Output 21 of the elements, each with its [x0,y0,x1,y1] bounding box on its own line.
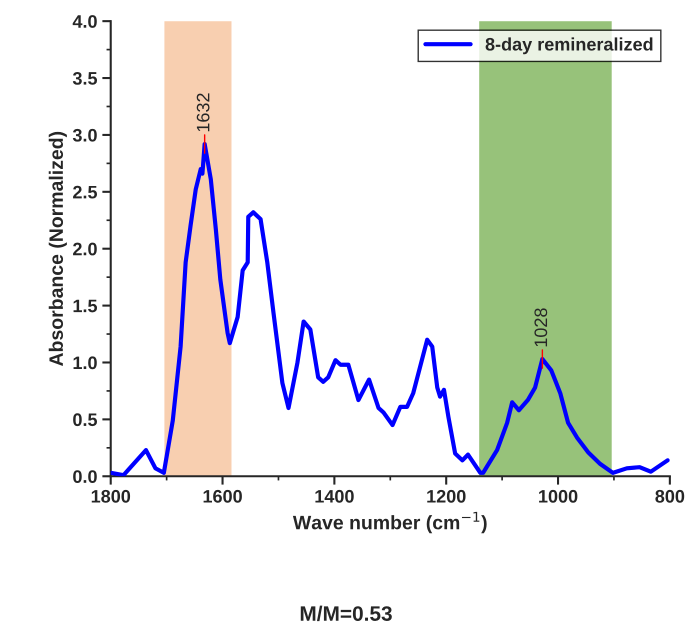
y-tick-label: 3.5 [72,72,98,85]
x-tick-label: 1200 [427,490,466,503]
y-tick-label: 1.5 [74,300,98,312]
y-axis-title: Absorbance (Normalized) [48,132,67,366]
x-tick-label: 1000 [539,490,578,503]
annotation: 1028 [534,308,548,346]
x-tick-label: 1600 [204,490,242,503]
x-tick-label: 1800 [92,490,130,503]
y-tick-label: 0.0 [73,470,97,483]
x-axis-title: Wave number (cm$^{−1}$) [292,512,487,534]
y-tick-label: 2.0 [73,242,97,256]
x-tick-label: 800 [655,490,684,503]
y-tick-label: 1.0 [74,356,97,370]
y-tick-label: 3.0 [72,128,97,142]
text: M/M=0.53 [300,606,392,622]
y-tick-label: 2.5 [73,186,98,199]
legend-label: 8-day remineralized [486,37,652,54]
x-tick-label: 1400 [315,490,354,503]
y-tick-label: 0.5 [73,413,98,426]
annotation: 1632 [196,93,210,132]
y-tick-label: 4.0 [72,15,97,28]
